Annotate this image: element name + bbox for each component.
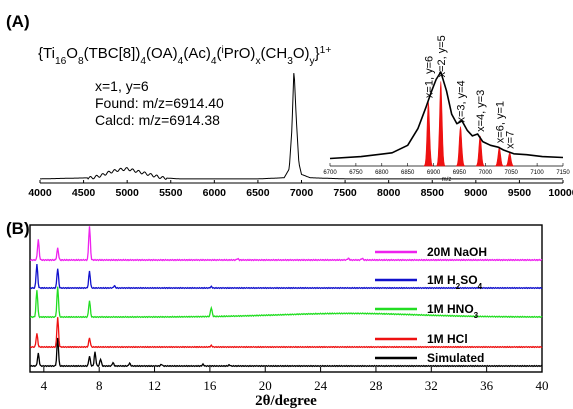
x-tick-label-a: 10000 (548, 187, 573, 199)
pxrd-trace (29, 226, 543, 262)
formula-text: {Ti16O8(TBC[8])4(OA)4(Ac)4(iPrO)x(CH3O)y… (38, 45, 331, 67)
legend-label: 1M HNO3 (427, 302, 479, 320)
x-tick-label-b: 16 (203, 378, 217, 393)
x-tick-label-b: 8 (96, 378, 103, 393)
x-tick-label-a: 4500 (72, 187, 96, 199)
info-line: Calcd: m/z=6914.38 (95, 112, 220, 128)
simulated-peak (455, 126, 466, 167)
plot-a: 4000 4500 5000 5500 6000 6500 7000 7500 8000 8500… (28, 73, 573, 199)
ms-trace (40, 73, 563, 180)
inset-tick-label: 6800 (375, 170, 389, 176)
inset-tick-label: 6950 (453, 170, 467, 176)
x-tick-label-a: 8000 (377, 187, 401, 199)
pxrd-trace (29, 337, 543, 368)
x-tick-label-a: 5500 (159, 187, 183, 199)
x-tick-label-b: 40 (536, 378, 549, 393)
peak-label: x=7 (505, 131, 517, 149)
inset-tick-label: 7050 (505, 170, 519, 176)
simulated-peak (475, 135, 485, 167)
panel-a-label: (A) (6, 12, 30, 31)
inset-tick-label: 6750 (349, 170, 363, 176)
x-tick-label-b: 24 (314, 378, 328, 393)
x-tick-label-b: 28 (369, 378, 382, 393)
simulated-peak (435, 81, 446, 167)
peak-label: x=1, y=6 (423, 56, 435, 98)
x-tick-label-a: 6000 (203, 187, 227, 199)
inset-xlabel: m/z (442, 177, 452, 183)
peak-label: x=2, y=5 (436, 35, 448, 77)
info-line: Found: m/z=6914.40 (95, 95, 224, 111)
peak-label: x=6, y=1 (494, 101, 506, 143)
inset-tick-label: 6850 (401, 170, 415, 176)
inset-tick-label: 7000 (479, 170, 493, 176)
pxrd-trace (29, 286, 543, 319)
x-tick-label-b: 12 (148, 378, 161, 393)
x-tick-label-a: 6500 (246, 187, 270, 199)
x-tick-label-b: 32 (425, 378, 438, 393)
x-tick-label-b: 20 (259, 378, 272, 393)
x-tick-label-a: 4000 (28, 187, 52, 199)
inset-tick-label: 7150 (556, 170, 570, 176)
panel-b-label: (B) (6, 219, 30, 238)
legend-label: Simulated (427, 351, 484, 365)
inset-tick-label: 7100 (530, 170, 544, 176)
x-tick-label-b: 36 (480, 378, 494, 393)
inset-plot: 6700 6750 6800 6850 6900 6950 7000 7050 7100 7150… (323, 35, 570, 183)
x-tick-label-a: 5000 (115, 187, 139, 199)
plot-b-frame (29, 224, 543, 373)
x-tick-label-a: 7000 (290, 187, 314, 199)
x-tick-label-a: 9000 (464, 187, 488, 199)
info-line: x=1, y=6 (95, 78, 149, 94)
x-tick-label-a: 7500 (333, 187, 357, 199)
peak-label: x=4, y=3 (475, 90, 487, 132)
x-axis-label-b: 2θ/degree (255, 393, 317, 409)
legend-label: 1M HCl (427, 332, 468, 346)
simulated-peak (423, 102, 434, 167)
simulated-peak (504, 152, 515, 167)
pxrd-trace (29, 317, 543, 349)
experimental-trace (329, 71, 564, 160)
pxrd-trace (29, 264, 543, 290)
x-tick-label-b: 4 (41, 378, 48, 393)
x-tick-label-a: 8500 (421, 187, 445, 199)
plot-b: 4 8 12 16 20 24 28 32 36 40 2θ/degree Simulated 1M H… (29, 224, 549, 409)
inset-tick-label: 6700 (323, 170, 337, 176)
legend-label: 1M H2SO4 (427, 273, 483, 291)
x-tick-label-a: 9500 (508, 187, 532, 199)
inset-tick-label: 6900 (427, 170, 441, 176)
peak-label: x=3, y=4 (455, 80, 467, 122)
legend-label: 20M NaOH (427, 245, 487, 259)
